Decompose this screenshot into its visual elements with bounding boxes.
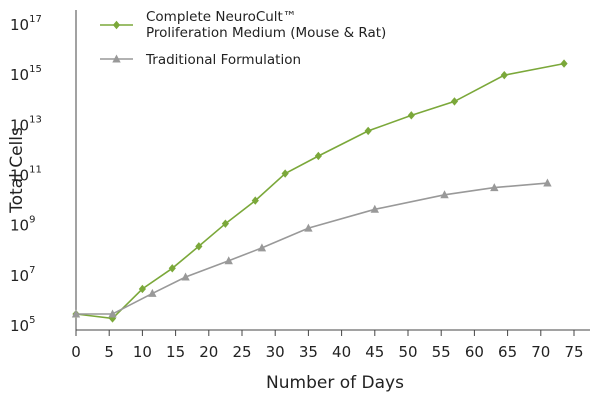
data-point-diamond	[560, 59, 568, 68]
y-tick-base: 10	[10, 167, 29, 185]
y-tick-base: 10	[10, 217, 29, 235]
data-point-triangle	[148, 288, 157, 297]
series-line-2	[76, 182, 548, 315]
data-point-triangle	[370, 204, 379, 213]
x-tick-label: 0	[71, 343, 81, 361]
x-axis-title: Number of Days	[266, 373, 404, 393]
y-axis-title: Total Cells	[7, 127, 27, 214]
x-tick-label: 10	[133, 343, 152, 361]
x-ticks: 0 5 10 15 20 25 30 35 40 45 50 55 60 65 70 75	[71, 330, 584, 361]
data-point-diamond	[195, 242, 203, 251]
x-tick-label: 40	[332, 343, 351, 361]
data-point-diamond	[407, 111, 415, 120]
data-point-triangle	[490, 183, 499, 192]
y-tick-exponent: 17	[29, 14, 42, 25]
data-point-diamond	[168, 264, 176, 273]
legend-label-1: Complete NeuroCult™ Proliferation Medium …	[146, 9, 386, 41]
data-point-triangle	[304, 223, 313, 232]
legend: Complete NeuroCult™ Proliferation Medium …	[100, 9, 386, 68]
legend-label-2: Traditional Formulation	[145, 52, 301, 68]
data-point-triangle	[257, 243, 267, 252]
x-tick-label: 75	[564, 343, 583, 361]
data-point-triangle	[224, 256, 233, 265]
y-tick-label: 105	[10, 315, 35, 335]
y-tick-base: 10	[10, 317, 29, 335]
y-tick-exponent: 11	[29, 165, 42, 176]
data-point-triangle	[108, 309, 117, 318]
x-tick-label: 55	[432, 343, 451, 361]
data-point-diamond	[281, 169, 289, 178]
x-tick-label: 70	[531, 343, 550, 361]
data-point-triangle	[440, 190, 449, 199]
data-point-diamond	[500, 70, 508, 80]
y-tick-label: 109	[10, 215, 35, 235]
legend-label-line: Complete NeuroCult™	[146, 9, 296, 25]
series	[71, 59, 568, 323]
y-tick-exponent: 7	[29, 265, 35, 276]
x-tick-label: 65	[498, 343, 517, 361]
y-tick-label: 107	[10, 265, 35, 285]
axes	[75, 10, 590, 331]
series-line-1	[75, 62, 565, 320]
x-tick-label: 30	[266, 343, 285, 361]
data-point-diamond	[251, 196, 259, 205]
data-point-diamond	[364, 126, 372, 136]
y-tick-base: 10	[10, 267, 29, 285]
y-tick-base: 10	[10, 16, 29, 34]
data-point-triangle	[71, 309, 81, 318]
x-tick-label: 20	[199, 343, 218, 361]
x-tick-label: 35	[299, 343, 318, 361]
data-point-diamond	[314, 151, 322, 161]
x-tick-label: 50	[398, 343, 417, 361]
y-tick-base: 10	[10, 66, 29, 84]
y-tick-exponent: 13	[29, 114, 42, 125]
legend-triangle-icon	[112, 54, 121, 63]
legend-diamond-icon	[112, 20, 121, 30]
y-tick-label: 1011	[10, 165, 42, 185]
data-point-triangle	[543, 178, 552, 187]
y-tick-base: 10	[10, 116, 29, 134]
x-tick-label: 45	[365, 343, 384, 361]
y-tick-label: 1015	[10, 64, 42, 84]
x-tick-label: 25	[232, 343, 251, 361]
y-tick-label: 1013	[10, 114, 42, 134]
y-tick-exponent: 5	[29, 315, 35, 326]
y-tick-exponent: 15	[29, 64, 42, 75]
legend-label-line: Proliferation Medium (Mouse & Rat)	[146, 25, 386, 41]
x-tick-label: 15	[166, 343, 185, 361]
y-tick-exponent: 9	[29, 215, 35, 226]
data-point-diamond	[138, 284, 146, 294]
y-tick-label: 1017	[10, 14, 42, 34]
data-point-diamond	[450, 97, 459, 106]
data-point-triangle	[181, 272, 190, 281]
x-tick-label: 60	[465, 343, 484, 361]
x-tick-label: 5	[104, 343, 114, 361]
data-point-diamond	[221, 219, 229, 228]
